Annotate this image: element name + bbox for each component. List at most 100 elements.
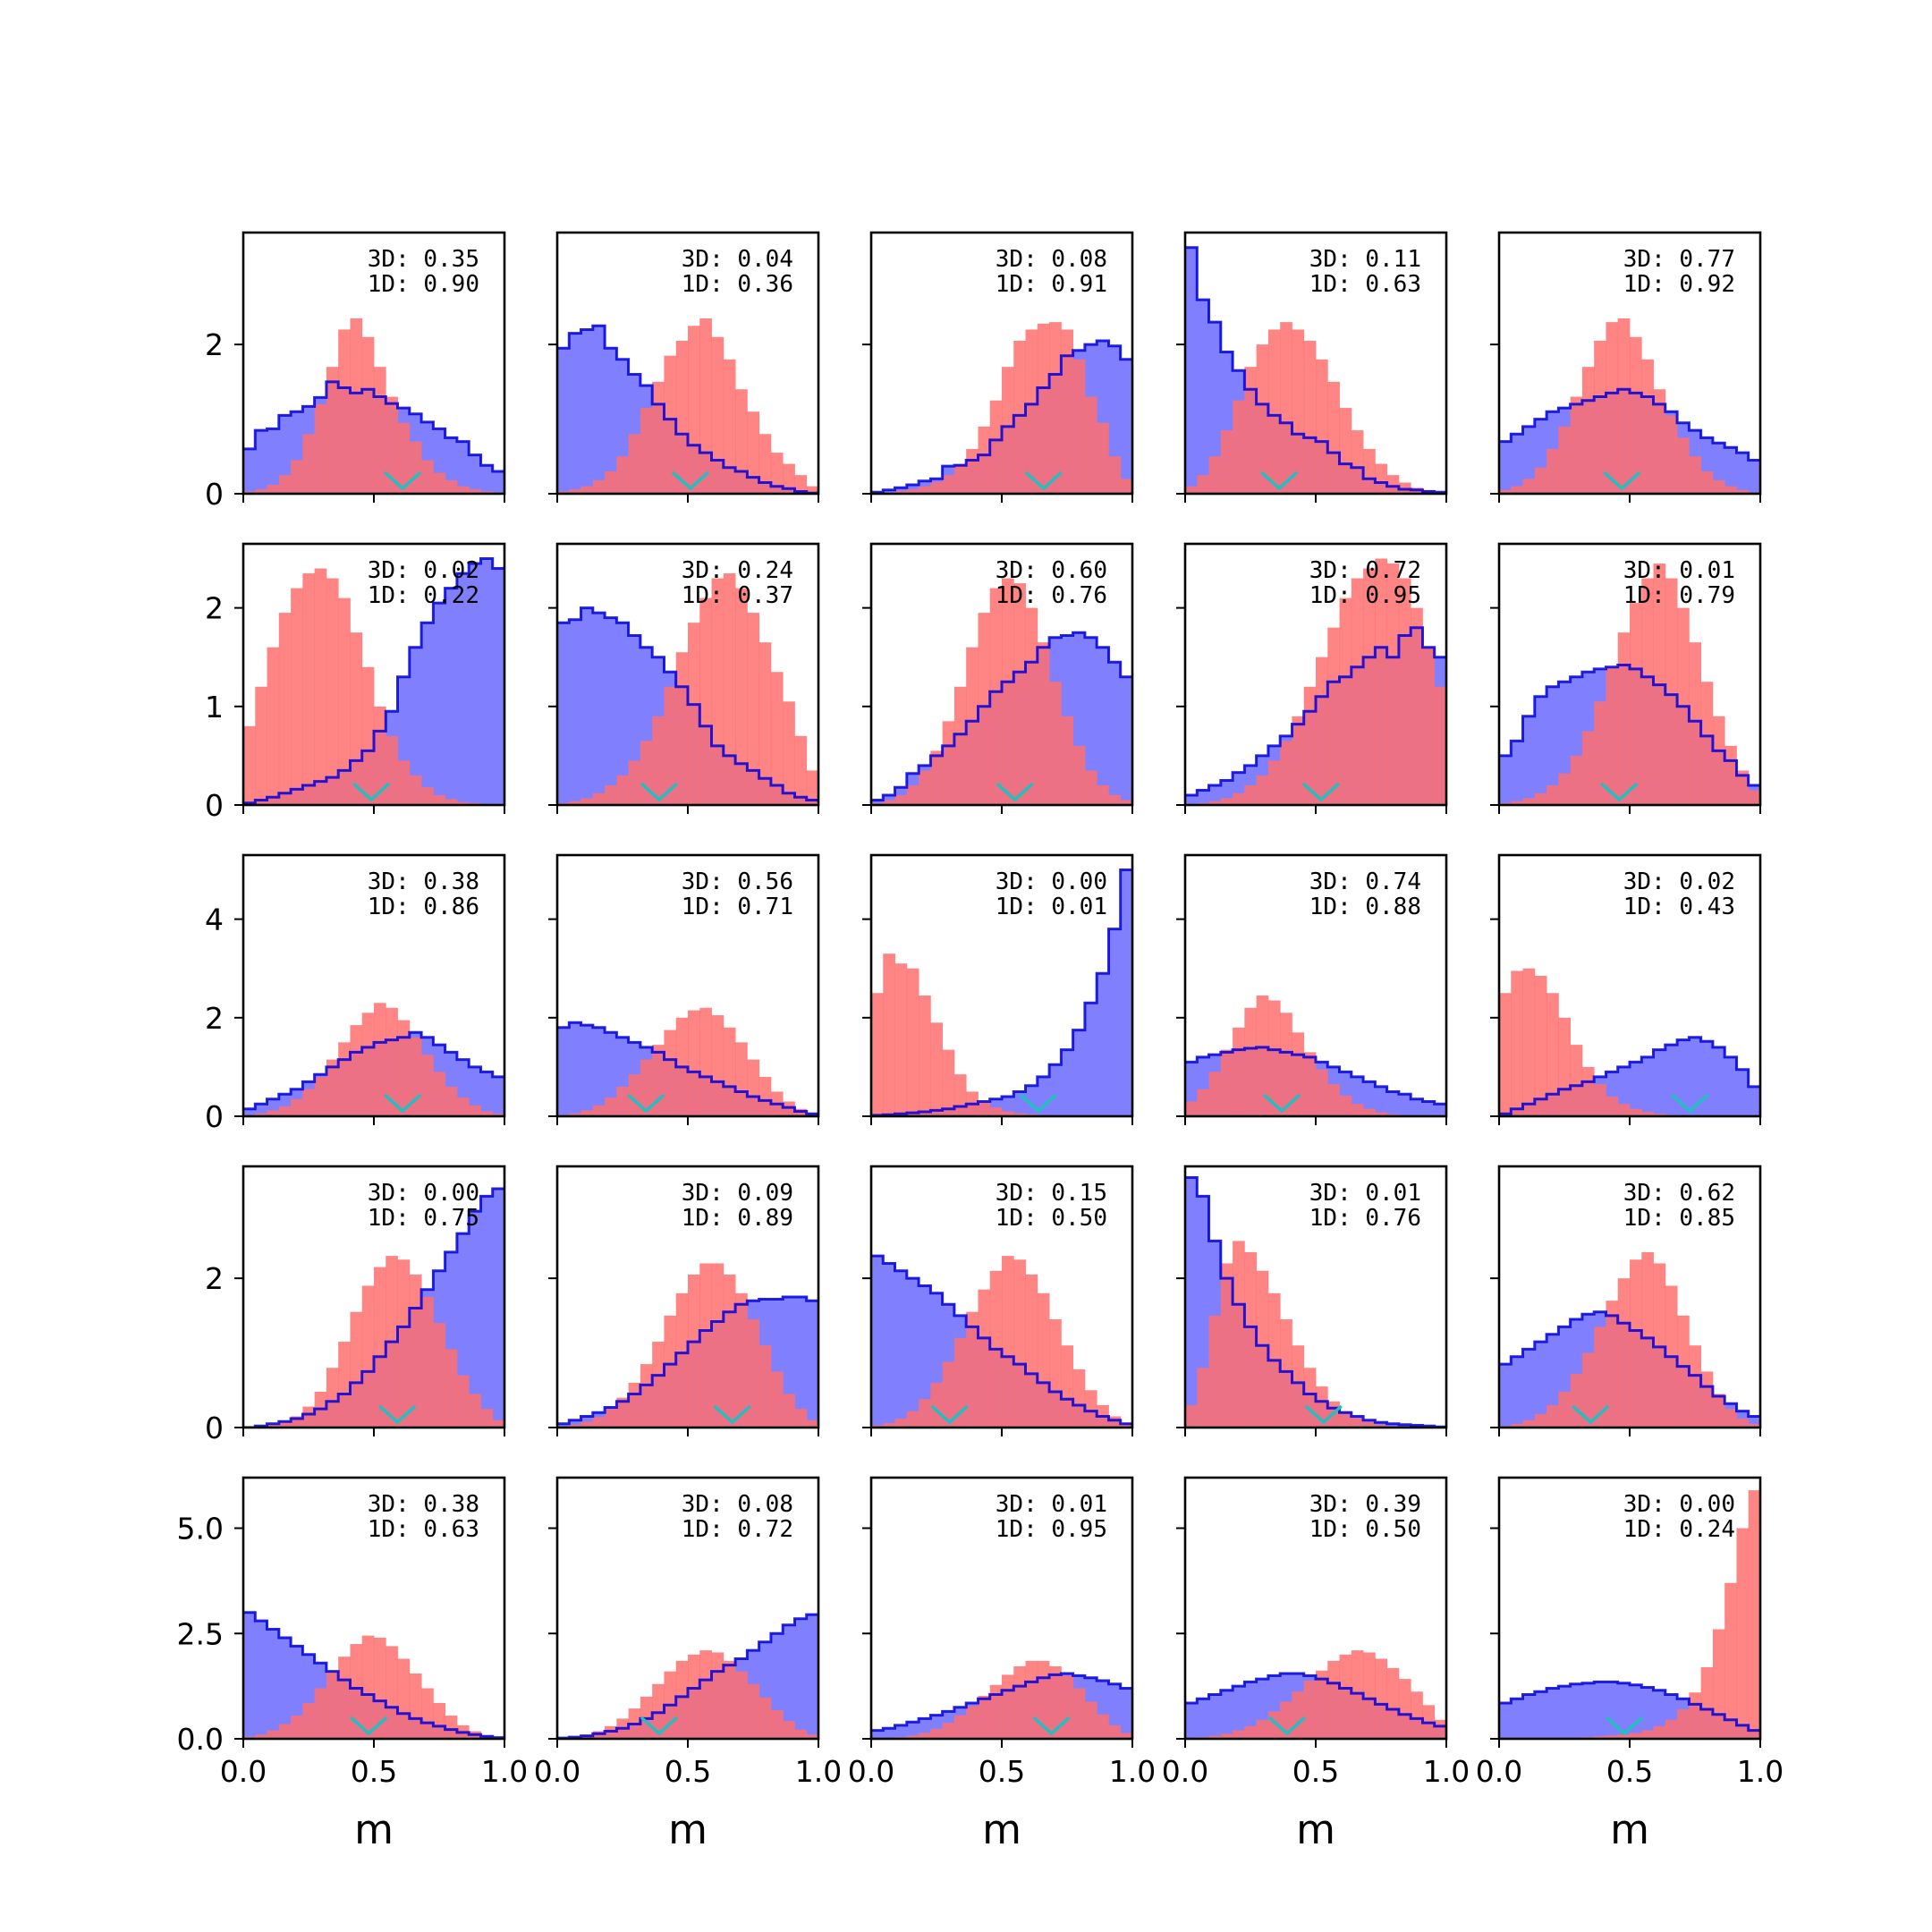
bar-1d [1316,657,1328,805]
panel-plot-area [243,557,504,805]
bar-1d [953,1337,967,1428]
bar-1d [1233,1730,1245,1739]
bar-1d [1097,422,1109,494]
panel-plot-area [871,1660,1132,1739]
bar-1d [711,1263,724,1428]
bar-3d-fill [1208,1694,1222,1739]
bar-1d [699,318,712,494]
y-tick-label: 4 [205,902,224,937]
bar-1d [1037,1292,1050,1428]
bar-1d [1002,1674,1014,1739]
bar-3d-fill [1522,716,1536,805]
bar-3d-fill [580,607,594,805]
bar-1d [628,434,641,494]
value-marker [1670,1093,1709,1114]
value-marker [1262,1093,1301,1114]
bar-1d [1570,755,1583,805]
bar-1d [1630,1108,1642,1116]
bar-3d-fill [1522,1694,1536,1739]
value-marker [996,782,1034,802]
bar-3d-fill [456,573,470,805]
panel-plot-area [871,578,1132,805]
bar-1d [664,1315,677,1428]
bar-1d [267,1110,280,1116]
bar-1d [326,578,339,805]
bar-1d [421,1688,434,1739]
bar-3d-fill [255,1621,267,1739]
bar-1d [580,486,594,494]
bar-1d [1581,367,1595,494]
bar-1d [628,1382,641,1428]
annotation-1d: 1D: 0.50 [996,1205,1107,1232]
annotation-1d: 1D: 0.79 [1623,582,1735,609]
step-line-3d [1185,626,1446,797]
bar-3d-fill [1653,1049,1666,1116]
bar-3d-fill [1617,1682,1631,1739]
bar-1d [1185,1404,1198,1428]
bar-3d-fill [1037,1076,1050,1116]
bar-3d-fill [445,437,458,494]
bar-1d [580,1110,594,1116]
y-tick-label: 0 [205,477,224,512]
bar-3d-fill [894,1724,908,1739]
y-tick-label: 0.0 [177,1722,224,1757]
annotation-1d: 1D: 0.43 [1623,894,1735,920]
bar-1d [1339,597,1352,805]
bar-3d-fill [1120,359,1132,494]
annotation-1d: 1D: 0.76 [1309,1205,1421,1232]
bar-1d [758,434,772,494]
bar-1d [1700,1666,1714,1739]
bar-1d [605,1097,617,1116]
panel-plot-area [1185,1650,1446,1739]
bar-1d [1712,1394,1725,1428]
bar-1d [1037,642,1050,805]
bar-1d [1534,1413,1547,1428]
bar-3d-fill [243,1108,256,1116]
bar-1d [1025,329,1038,494]
annotation-1d: 1D: 0.37 [682,582,793,609]
bar-1d [374,1637,386,1739]
bar-1d [278,1106,292,1116]
bar-1d [456,801,470,805]
annotation-3d: 3D: 0.38 [368,1491,479,1518]
bar-1d [1689,1692,1702,1739]
annotation-3d: 3D: 0.62 [1623,1180,1735,1207]
bar-1d [723,1660,736,1739]
bar-1d [445,1716,458,1739]
bar-1d [386,1007,398,1116]
bar-1d [906,1735,919,1739]
bar-1d [616,456,630,494]
bar-1d [1233,400,1245,494]
bar-3d-fill [883,1263,895,1428]
bar-1d [267,484,280,494]
annotation-1d: 1D: 0.36 [682,271,793,298]
x-axis-label: m [1296,1806,1335,1853]
bar-1d [1084,770,1097,805]
bar-1d [278,613,292,805]
bar-1d [711,1015,724,1116]
bar-1d [469,488,481,494]
bar-1d [1339,1095,1352,1116]
panel-plot-area [243,318,504,494]
bar-1d [1197,1368,1209,1428]
bar-1d [919,770,931,805]
bar-1d [338,329,351,494]
bar-1d [1700,470,1714,494]
bar-1d [1220,1263,1233,1428]
step-line-3d [871,869,1132,1116]
bar-1d [291,1098,303,1116]
bar-3d-fill [1375,1086,1388,1116]
annotation-3d: 3D: 0.77 [1623,246,1735,273]
bar-3d-fill [1499,441,1512,494]
bar-1d [1534,975,1547,1116]
bar-1d [894,490,908,494]
bar-1d [919,1399,931,1428]
bar-1d [1013,1665,1026,1739]
x-tick-label: 0.0 [534,1754,580,1789]
bar-3d-fill [1097,647,1109,805]
bar-3d-fill [1061,1049,1074,1116]
bar-1d [1617,1278,1631,1428]
bar-3d-fill [557,1027,570,1116]
